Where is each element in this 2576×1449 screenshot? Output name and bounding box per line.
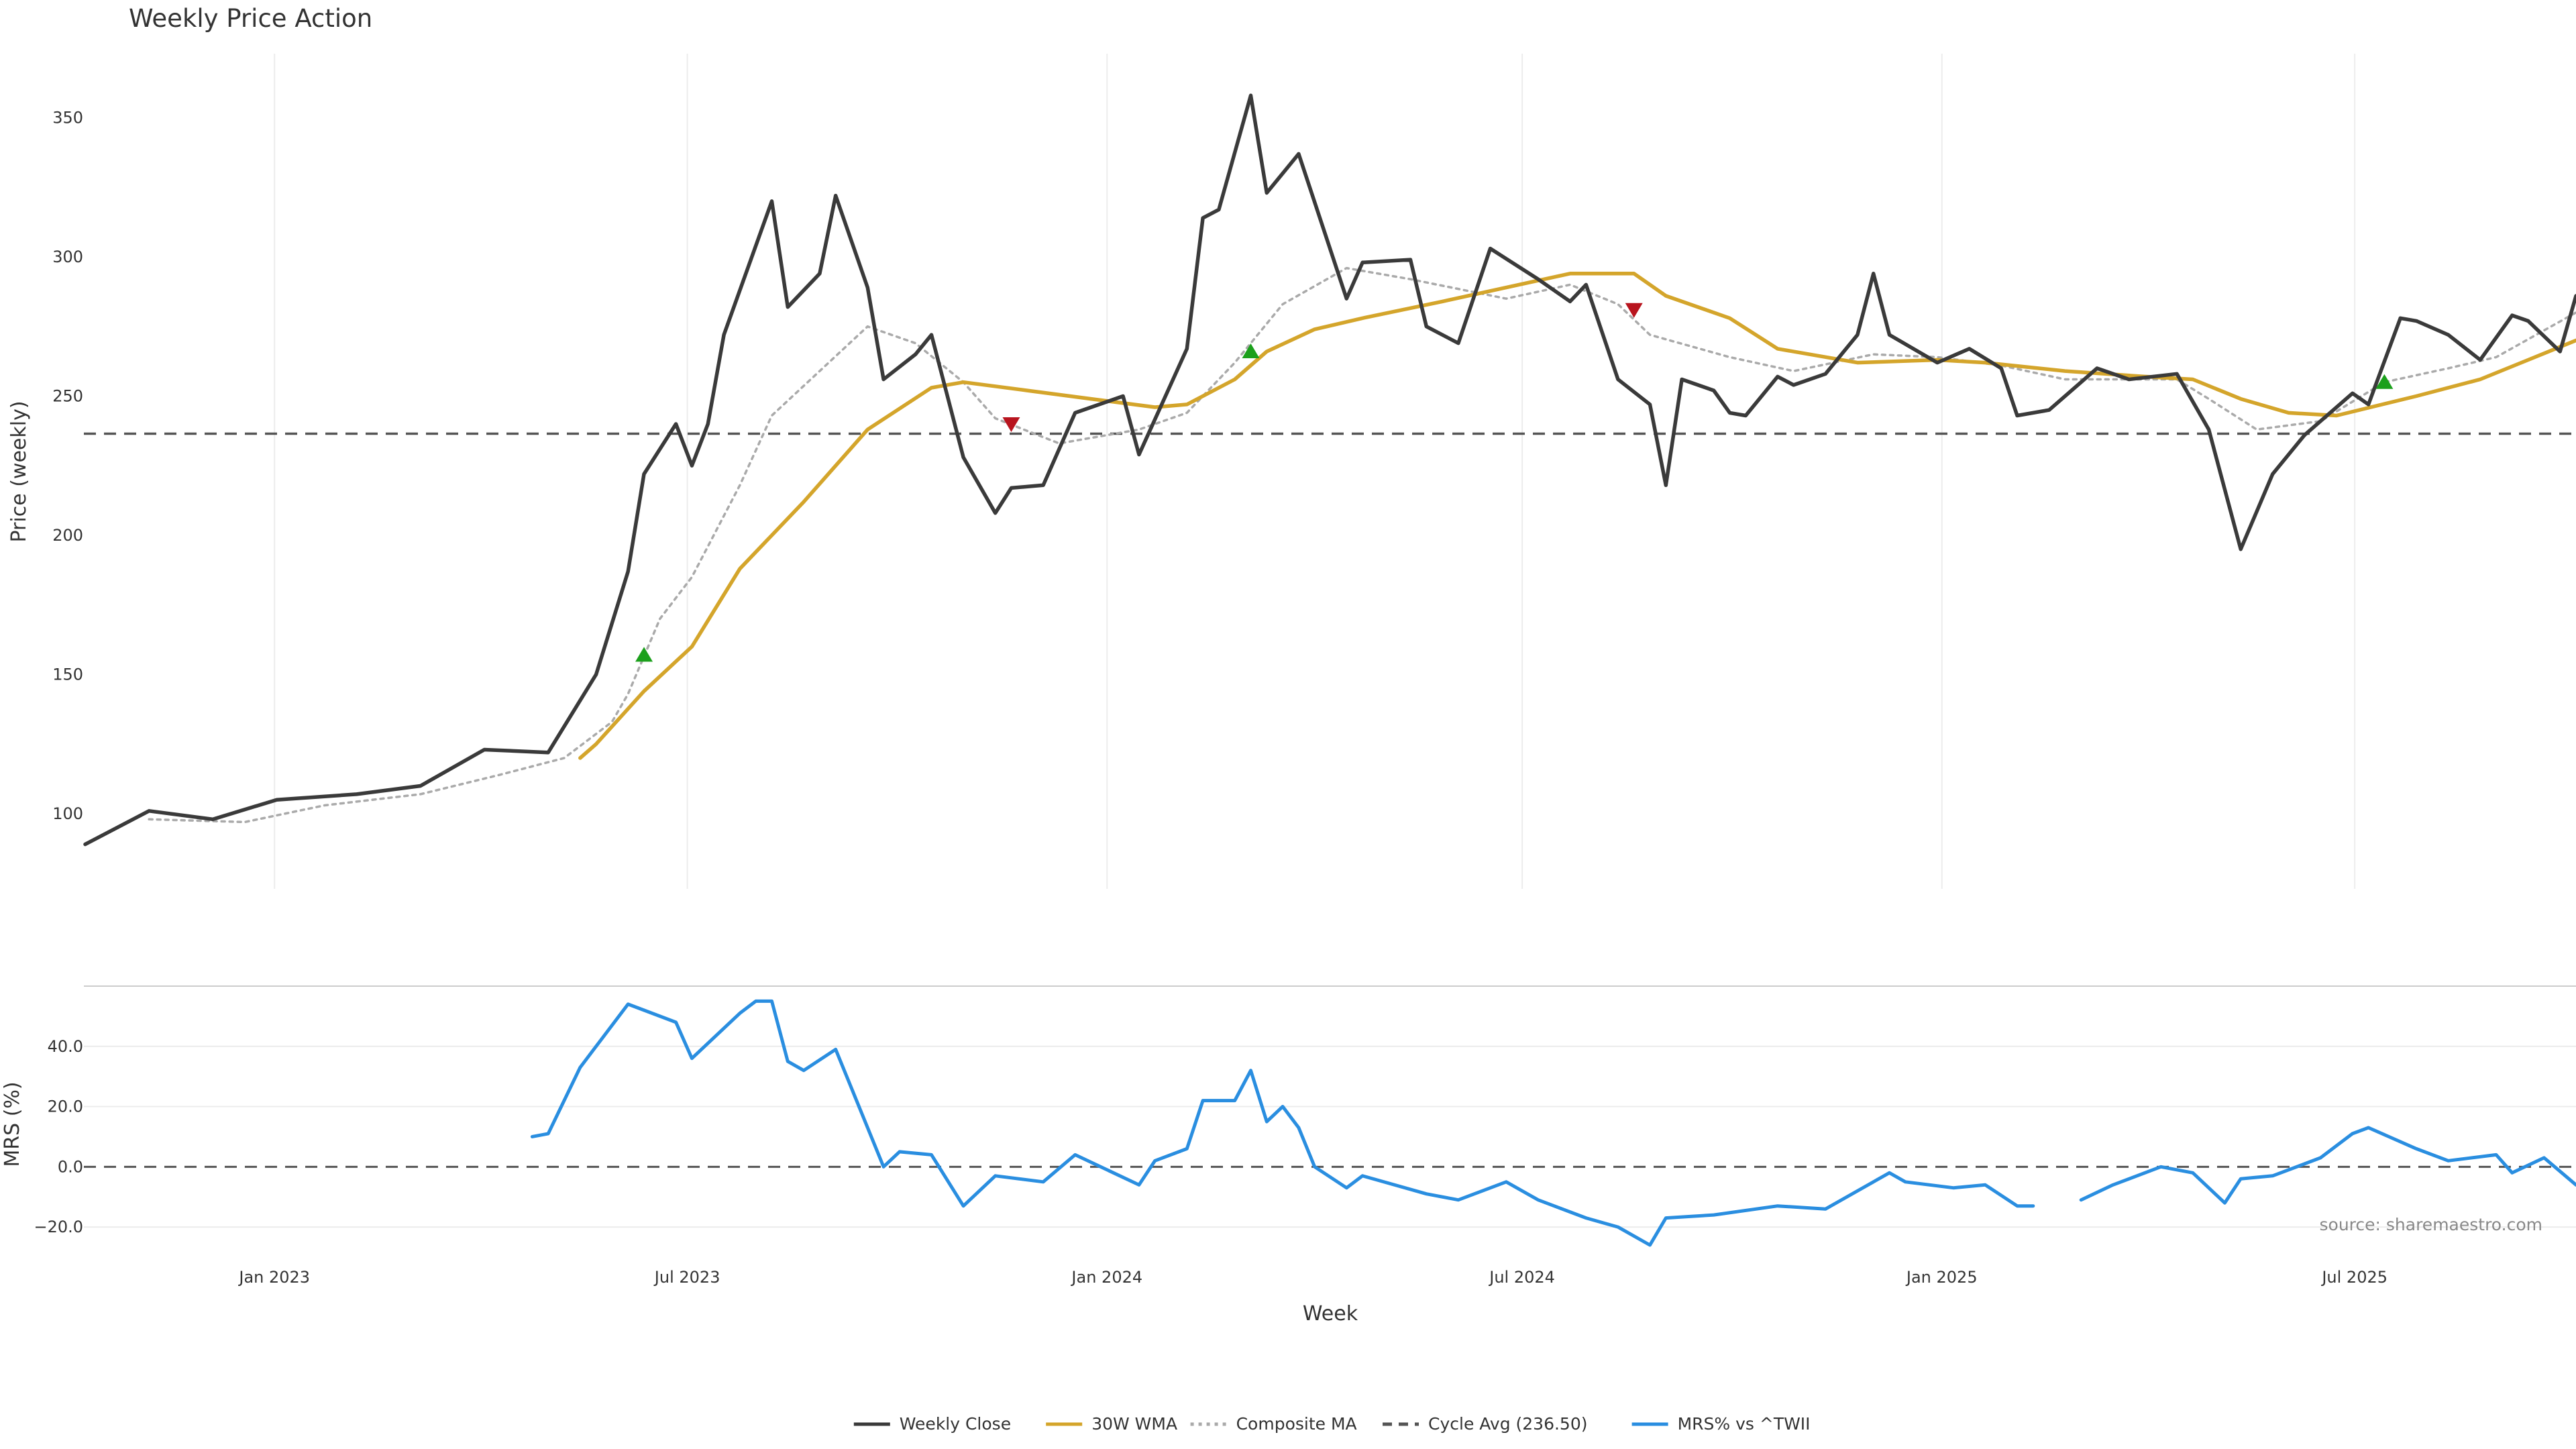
grid	[274, 54, 2356, 889]
x-axis-title: Week	[1303, 1302, 1358, 1326]
legend-label: Weekly Close	[900, 1414, 1011, 1434]
price-panel: 100 150 200 250 300 350	[52, 93, 2576, 847]
x-axis: Jan 2023 Jul 2023 Jan 2024 Jul 2024 Jan 2025…	[237, 1268, 2387, 1287]
x-tick-label: Jan 2024	[1070, 1268, 1142, 1287]
price-y-tick-label: 200	[52, 526, 83, 545]
source-label: source: sharemaestro.com	[2320, 1215, 2543, 1234]
legend: Weekly Close 30W WMA Composite MA Cycle Avg…	[853, 1414, 1811, 1434]
x-tick-label: Jan 2025	[1905, 1268, 1978, 1287]
buy-signal-marker	[635, 647, 653, 662]
sell-signal-marker	[1002, 417, 1020, 432]
series-mrs-line	[530, 999, 2035, 1247]
series-weekly-close-line	[83, 93, 2576, 847]
x-tick-label: Jul 2025	[2320, 1268, 2387, 1287]
legend-label: MRS% vs ^TWII	[1678, 1414, 1811, 1434]
price-y-tick-label: 150	[52, 665, 83, 684]
series-30w-wma-line	[578, 272, 2576, 760]
y-axis-title-mrs: MRS (%)	[1, 1081, 24, 1167]
buy-signal-marker	[1242, 343, 1260, 359]
legend-label: Cycle Avg (236.50)	[1428, 1414, 1588, 1434]
mrs-y-tick-label: 40.0	[48, 1037, 83, 1056]
series-mrs-line	[2079, 1126, 2576, 1205]
chart-title: Weekly Price Action	[129, 4, 372, 33]
legend-label: Composite MA	[1236, 1414, 1357, 1434]
mrs-panel: −20.0 0.0 20.0 40.0	[34, 985, 2576, 1247]
price-y-tick-label: 250	[52, 386, 83, 405]
price-y-tick-label: 300	[52, 248, 83, 266]
legend-label: 30W WMA	[1091, 1414, 1177, 1434]
buy-signal-marker	[2375, 374, 2394, 389]
y-axis-title-price: Price (weekly)	[7, 400, 31, 542]
mrs-y-tick-label: −20.0	[34, 1218, 83, 1236]
mrs-y-tick-label: 20.0	[48, 1097, 83, 1116]
price-y-tick-label: 100	[52, 804, 83, 823]
x-tick-label: Jul 2023	[653, 1268, 720, 1287]
series-composite-ma-line	[148, 266, 2576, 824]
sell-signal-marker	[1625, 303, 1643, 318]
mrs-y-tick-label: 0.0	[58, 1157, 83, 1176]
x-tick-label: Jul 2024	[1488, 1268, 1555, 1287]
price-y-tick-label: 350	[52, 108, 83, 127]
x-tick-label: Jan 2023	[237, 1268, 310, 1287]
